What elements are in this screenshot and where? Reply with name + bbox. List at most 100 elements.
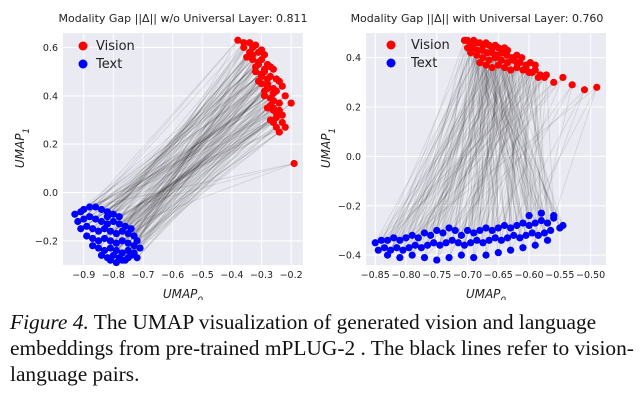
pair-line bbox=[115, 107, 274, 263]
pair-line bbox=[139, 117, 277, 249]
pair-line bbox=[77, 71, 265, 222]
text-point bbox=[540, 229, 549, 237]
text-point bbox=[118, 227, 126, 235]
vision-point bbox=[272, 113, 280, 122]
pair-line bbox=[525, 65, 552, 231]
pair-line bbox=[133, 95, 286, 254]
pair-line bbox=[130, 83, 268, 256]
pair-line bbox=[516, 69, 536, 226]
pair-line bbox=[127, 61, 259, 234]
pair-line bbox=[448, 62, 531, 258]
pair-line bbox=[473, 60, 490, 233]
text-point bbox=[491, 234, 499, 242]
vision-point bbox=[240, 43, 248, 52]
pair-line bbox=[464, 40, 564, 226]
text-point bbox=[371, 239, 379, 247]
pair-line bbox=[460, 62, 521, 236]
pair-line bbox=[387, 54, 478, 241]
pair-line bbox=[537, 77, 549, 224]
vision-point bbox=[473, 51, 481, 59]
pair-line bbox=[399, 52, 493, 258]
vision-point bbox=[269, 104, 277, 112]
pair-line bbox=[86, 78, 277, 237]
pair-line bbox=[133, 52, 259, 246]
pair-line bbox=[118, 71, 265, 225]
pair-line bbox=[433, 67, 518, 244]
panel-right-ylabel: UMAP1 bbox=[319, 128, 338, 168]
legend-vision-label: Vision bbox=[411, 38, 450, 53]
pair-line bbox=[101, 68, 274, 256]
pair-line bbox=[457, 67, 518, 243]
pair-line bbox=[485, 42, 490, 241]
pair-line bbox=[113, 68, 265, 215]
pair-line bbox=[384, 54, 498, 248]
pair-line bbox=[525, 67, 533, 233]
panel-left-legend: Vision Text bbox=[78, 39, 135, 72]
pair-line bbox=[133, 47, 245, 237]
pair-line bbox=[470, 45, 484, 243]
pair-line bbox=[436, 62, 521, 231]
pair-line bbox=[118, 76, 271, 225]
pair-line bbox=[110, 59, 262, 242]
text-point bbox=[494, 224, 502, 232]
pair-line bbox=[109, 42, 245, 232]
pair-line bbox=[479, 64, 527, 231]
pair-line bbox=[104, 95, 286, 239]
vision-point bbox=[593, 83, 601, 91]
text-point bbox=[516, 234, 524, 242]
vision-point bbox=[249, 51, 257, 59]
vision-point bbox=[281, 123, 289, 131]
pair-line bbox=[136, 107, 268, 259]
text-point bbox=[80, 215, 88, 223]
pair-line bbox=[89, 109, 280, 208]
pair-line bbox=[424, 55, 508, 234]
pair-line bbox=[482, 57, 502, 241]
pair-line bbox=[479, 52, 488, 231]
pair-line bbox=[127, 88, 274, 259]
pair-line bbox=[529, 62, 549, 224]
pair-line bbox=[467, 40, 484, 243]
pair-line bbox=[110, 131, 280, 249]
text-point bbox=[130, 242, 138, 250]
text-point bbox=[97, 217, 106, 226]
text-point bbox=[86, 203, 94, 211]
pair-line bbox=[402, 42, 481, 251]
pair-line bbox=[467, 84, 573, 231]
pair-line bbox=[124, 54, 265, 261]
pair-line bbox=[408, 47, 499, 248]
pair-line bbox=[136, 112, 277, 259]
pair-line bbox=[485, 65, 499, 229]
pair-line bbox=[86, 80, 280, 237]
text-point bbox=[100, 225, 109, 233]
pair-line bbox=[92, 54, 253, 230]
pair-line bbox=[116, 117, 277, 234]
pair-line bbox=[133, 44, 257, 246]
pair-line bbox=[430, 57, 484, 236]
pair-line bbox=[101, 56, 248, 222]
x-tick-label: −0.2 bbox=[280, 270, 303, 281]
panel-right-xlabel: UMAP0 bbox=[466, 287, 507, 300]
pair-line bbox=[497, 65, 512, 229]
pair-line bbox=[396, 47, 473, 248]
vision-point bbox=[568, 81, 576, 89]
pair-line bbox=[445, 77, 545, 244]
pair-line bbox=[127, 85, 268, 244]
pair-line bbox=[463, 50, 478, 246]
pair-line bbox=[95, 85, 283, 220]
pair-line bbox=[104, 80, 280, 230]
pair-line bbox=[534, 70, 542, 221]
pair-line bbox=[121, 52, 251, 261]
pair-line bbox=[423, 47, 469, 258]
pair-line bbox=[107, 59, 253, 213]
text-point bbox=[430, 239, 438, 247]
pair-line bbox=[89, 39, 239, 208]
x-tick-label: −0.60 bbox=[515, 270, 544, 281]
vision-point bbox=[290, 159, 298, 168]
pair-line bbox=[460, 45, 490, 236]
text-point bbox=[457, 251, 465, 259]
y-tick-label: 0.6 bbox=[43, 43, 58, 54]
pair-line bbox=[488, 62, 518, 241]
pair-line bbox=[503, 67, 555, 219]
pair-line bbox=[488, 57, 513, 241]
text-point bbox=[436, 241, 444, 249]
